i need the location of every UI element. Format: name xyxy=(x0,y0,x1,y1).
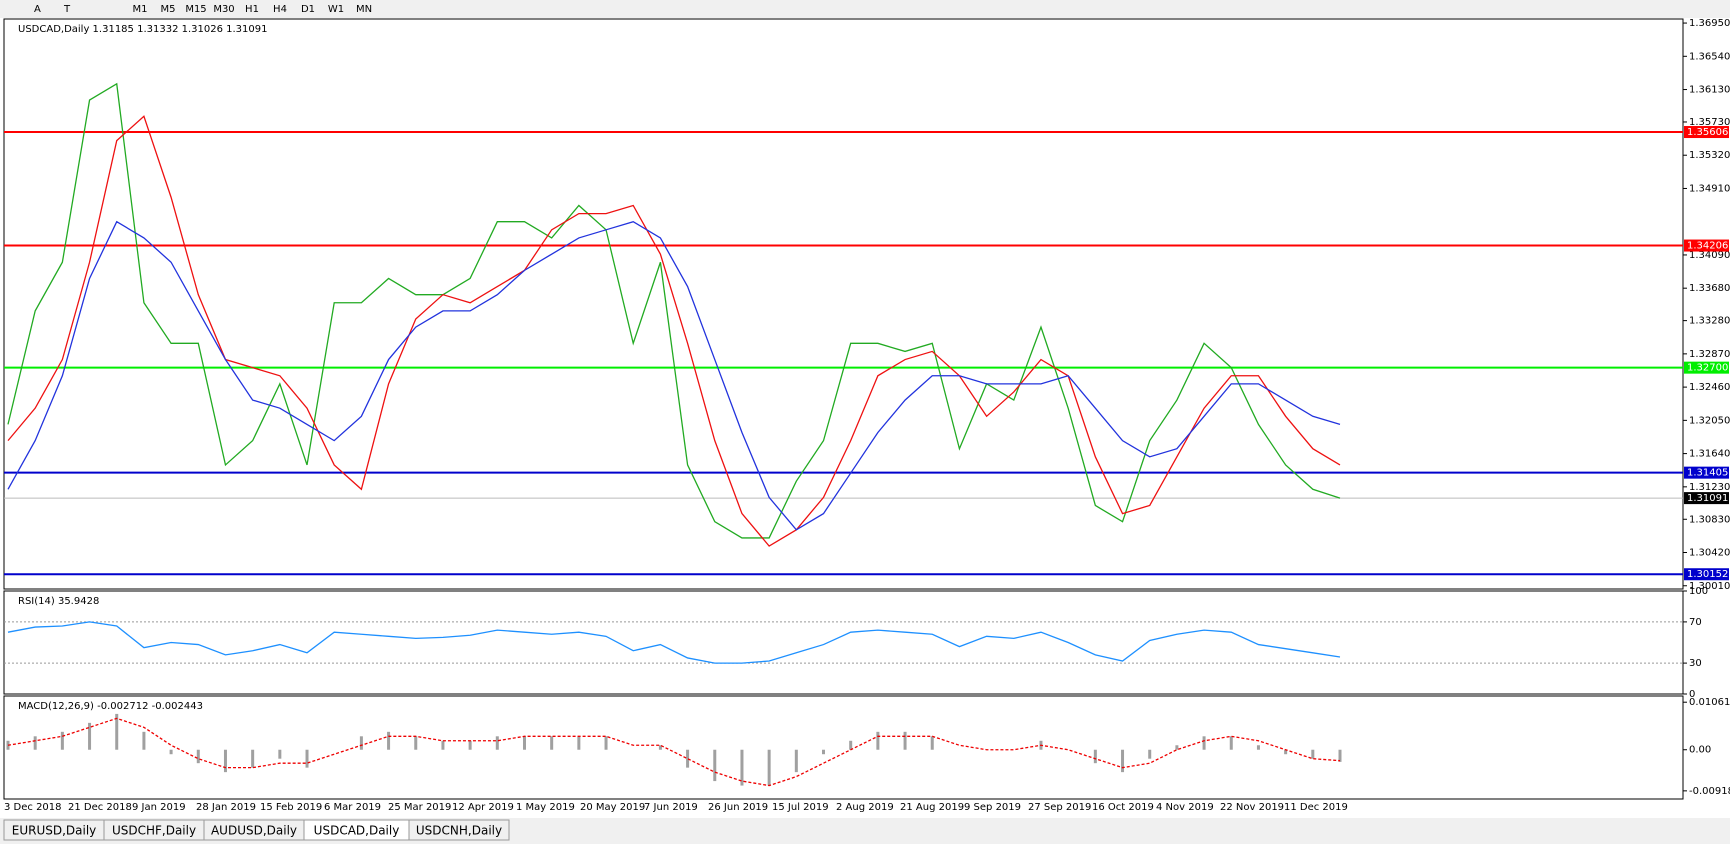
y-tick-label: 1.36540 xyxy=(1689,51,1730,62)
y-tick-label: 0 xyxy=(1689,689,1695,700)
timeframe-button[interactable]: W1 xyxy=(328,4,344,15)
level-tag xyxy=(1684,126,1729,139)
y-tick-label: 1.35730 xyxy=(1689,117,1730,128)
tool-button[interactable]: T xyxy=(63,4,71,15)
timeframe-button[interactable]: M30 xyxy=(213,4,234,15)
x-tick-label: 9 Jan 2019 xyxy=(132,802,186,813)
x-tick-label: 2 Aug 2019 xyxy=(836,802,894,813)
panel-frame xyxy=(3,18,1684,590)
y-tick-label: 0.010615 xyxy=(1689,697,1730,708)
tab-label[interactable]: USDCNH,Daily xyxy=(416,824,502,838)
timeframe-button[interactable]: H4 xyxy=(273,4,287,15)
y-tick-label: 1.32050 xyxy=(1689,415,1730,426)
level-tag xyxy=(1684,239,1729,252)
y-tick-label: 1.33280 xyxy=(1689,316,1730,327)
panel-title: RSI(14) 35.9428 xyxy=(18,596,99,607)
y-tick-label: 100 xyxy=(1689,586,1708,597)
panel-title: USDCAD,Daily 1.31185 1.31332 1.31026 1.3… xyxy=(18,24,268,35)
y-tick-label: 1.36950 xyxy=(1689,18,1730,29)
x-tick-label: 15 Jul 2019 xyxy=(772,802,829,813)
timeframe-button[interactable]: M5 xyxy=(161,4,176,15)
toolbar xyxy=(0,0,1730,18)
series-line xyxy=(7,220,1341,531)
y-tick-label: 1.34090 xyxy=(1689,250,1730,261)
y-tick-label: 1.30830 xyxy=(1689,514,1730,525)
level-tag xyxy=(1684,568,1729,581)
tab-label[interactable]: USDCAD,Daily xyxy=(314,824,400,838)
y-tick-label: 1.32460 xyxy=(1689,382,1730,393)
tool-button[interactable]: A xyxy=(34,4,41,15)
x-tick-label: 27 Sep 2019 xyxy=(1028,802,1091,813)
y-tick-label: 70 xyxy=(1689,617,1702,628)
tab-label[interactable]: AUDUSD,Daily xyxy=(211,824,297,838)
x-tick-label: 11 Dec 2019 xyxy=(1284,802,1348,813)
y-tick-label: 1.30010 xyxy=(1689,581,1730,592)
x-tick-label: 3 Dec 2018 xyxy=(4,802,62,813)
x-tick-label: 20 May 2019 xyxy=(580,802,645,813)
x-tick-label: 26 Jun 2019 xyxy=(708,802,768,813)
series-line xyxy=(7,717,1341,787)
x-tick-label: 21 Aug 2019 xyxy=(900,802,964,813)
tab-label[interactable]: USDCHF,Daily xyxy=(112,824,196,838)
y-tick-label: 1.35320 xyxy=(1689,150,1730,161)
level-label: 1.31091 xyxy=(1687,493,1728,504)
x-tick-label: 12 Apr 2019 xyxy=(452,802,514,813)
x-tick-label: 1 May 2019 xyxy=(516,802,575,813)
series-line xyxy=(7,82,1341,539)
series-line xyxy=(7,115,1341,547)
level-label: 1.34206 xyxy=(1687,241,1728,252)
x-tick-label: 21 Dec 2018 xyxy=(68,802,132,813)
y-tick-label: 1.31230 xyxy=(1689,482,1730,493)
panel-frame xyxy=(3,695,1684,800)
level-tag xyxy=(1684,492,1729,505)
x-tick-label: 16 Oct 2019 xyxy=(1092,802,1154,813)
timeframe-button[interactable]: M15 xyxy=(185,4,206,15)
timeframe-button[interactable]: D1 xyxy=(301,4,315,15)
y-tick-label: 1.34910 xyxy=(1689,183,1730,194)
y-tick-label: 1.36130 xyxy=(1689,85,1730,96)
x-tick-label: 6 Mar 2019 xyxy=(324,802,381,813)
y-tick-label: 1.33680 xyxy=(1689,283,1730,294)
level-label: 1.35606 xyxy=(1687,127,1728,138)
x-tick-label: 25 Mar 2019 xyxy=(388,802,451,813)
level-label: 1.31405 xyxy=(1687,468,1728,479)
panel-title: MACD(12,26,9) -0.002712 -0.002443 xyxy=(18,701,203,712)
y-tick-label: 1.30420 xyxy=(1689,548,1730,559)
x-tick-label: 7 Jun 2019 xyxy=(644,802,698,813)
level-tag xyxy=(1684,466,1729,479)
timeframe-button[interactable]: H1 xyxy=(245,4,259,15)
y-tick-label: 1.31640 xyxy=(1689,449,1730,460)
level-label: 1.32700 xyxy=(1687,363,1728,374)
tab[interactable] xyxy=(408,819,510,841)
series-line xyxy=(7,621,1341,664)
level-tag xyxy=(1684,361,1729,374)
x-tick-label: 15 Feb 2019 xyxy=(260,802,322,813)
x-tick-label: 22 Nov 2019 xyxy=(1220,802,1284,813)
tab-label[interactable]: EURUSD,Daily xyxy=(12,824,97,838)
panel-frame xyxy=(3,590,1684,695)
timeframe-button[interactable]: MN xyxy=(356,4,372,15)
timeframe-button[interactable]: M1 xyxy=(133,4,148,15)
x-tick-label: 4 Nov 2019 xyxy=(1156,802,1214,813)
level-label: 1.30152 xyxy=(1687,569,1728,580)
y-tick-label: 30 xyxy=(1689,658,1702,669)
y-tick-label: -0.009181 xyxy=(1689,786,1730,797)
x-tick-label: 9 Sep 2019 xyxy=(964,802,1021,813)
y-tick-label: 1.32870 xyxy=(1689,349,1730,360)
y-tick-label: 0.00 xyxy=(1689,745,1711,756)
x-tick-label: 28 Jan 2019 xyxy=(196,802,256,813)
